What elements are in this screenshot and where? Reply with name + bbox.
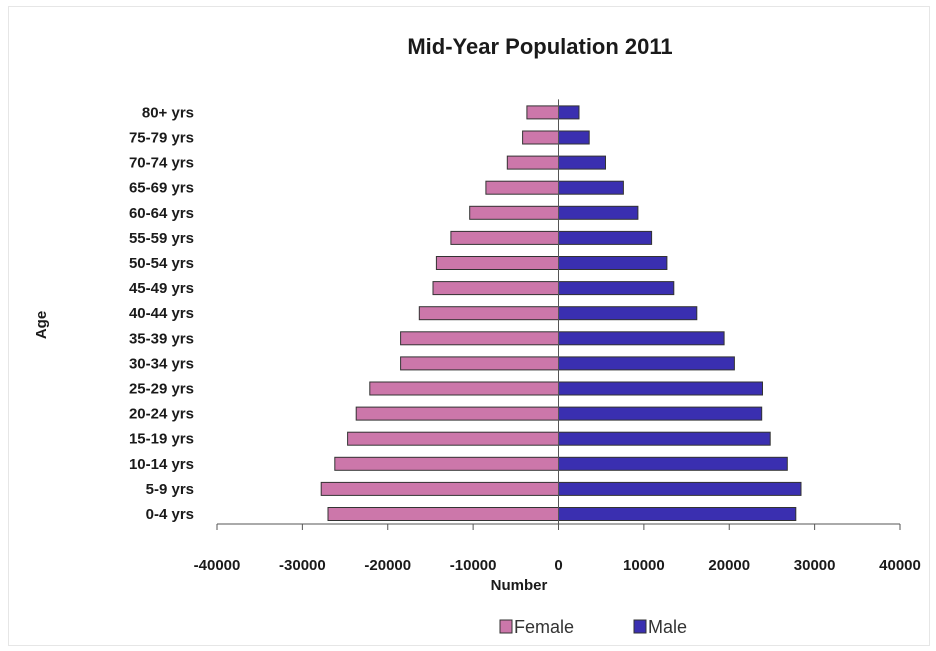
category-label: 50-54 yrs: [129, 255, 194, 272]
x-tick-label: 10000: [623, 557, 665, 574]
bar-male-10: [558, 256, 668, 270]
x-tick-label: -40000: [194, 557, 241, 574]
bar-male-7: [558, 331, 725, 346]
bar-female-8: [418, 306, 559, 321]
legend-label-male: Male: [648, 617, 687, 637]
legend: Female Male: [499, 617, 687, 637]
bar-male-2: [558, 456, 788, 471]
bar-female-15: [522, 130, 559, 145]
category-label: 20-24 yrs: [129, 406, 194, 423]
bar-male-11: [558, 230, 653, 245]
chart-frame: [8, 6, 930, 646]
bar-female-12: [469, 205, 560, 220]
bar-female-10: [435, 256, 559, 270]
category-label: 40-44 yrs: [129, 305, 194, 322]
bar-female-0: [327, 507, 559, 521]
bar-female-14: [506, 155, 559, 170]
category-label: 15-19 yrs: [129, 431, 194, 448]
bar-male-6: [558, 356, 735, 371]
bar-male-13: [558, 180, 624, 195]
bar-female-13: [485, 180, 559, 195]
x-axis: -40000 -30000 -20000 -10000 0 10000 20000 30000…: [194, 99, 921, 574]
category-label: 80+ yrs: [142, 104, 194, 121]
category-label: 30-34 yrs: [129, 355, 194, 372]
category-label: 55-59 yrs: [129, 230, 194, 247]
chart-title: Mid-Year Population 2011: [407, 34, 672, 59]
x-tick-label: -10000: [450, 557, 497, 574]
category-label: 45-49 yrs: [129, 280, 194, 297]
bar-male-4: [558, 406, 763, 421]
bar-female-7: [400, 331, 559, 346]
x-axis-label: Number: [491, 577, 548, 594]
bar-female-9: [432, 281, 559, 296]
legend-swatch-male: [633, 619, 647, 634]
bar-male-14: [558, 155, 606, 170]
x-tick-label: -30000: [279, 557, 326, 574]
bar-male-15: [558, 130, 590, 145]
x-tick-label: 20000: [708, 557, 750, 574]
bar-female-4: [355, 406, 560, 421]
bar-female-3: [347, 431, 559, 446]
bar-female-16: [526, 105, 560, 120]
category-label: 5-9 yrs: [146, 481, 194, 498]
category-label: 10-14 yrs: [129, 456, 194, 473]
bar-male-0: [558, 507, 797, 521]
category-label: 75-79 yrs: [129, 130, 194, 147]
category-label: 70-74 yrs: [129, 155, 194, 172]
bar-male-16: [558, 105, 580, 120]
bar-male-5: [558, 381, 763, 396]
bar-female-11: [450, 230, 559, 245]
legend-swatch-female: [499, 619, 513, 634]
category-labels: 0-4 yrs 5-9 yrs 10-14 yrs 15-19 yrs 20-24 yr…: [129, 104, 194, 523]
category-label: 60-64 yrs: [129, 205, 194, 222]
bar-female-6: [400, 356, 559, 371]
x-tick-label: 0: [554, 557, 562, 574]
bar-female-1: [320, 481, 560, 496]
bars-group: [320, 105, 802, 521]
legend-label-female: Female: [514, 617, 574, 637]
category-label: 65-69 yrs: [129, 180, 194, 197]
bar-female-5: [369, 381, 559, 396]
category-label: 25-29 yrs: [129, 381, 194, 398]
y-axis-label: Age: [33, 311, 50, 339]
x-tick-label: -20000: [364, 557, 411, 574]
bar-male-9: [558, 281, 675, 296]
x-tick-label: 30000: [794, 557, 836, 574]
bar-male-1: [558, 481, 802, 496]
x-tick-label: 40000: [879, 557, 921, 574]
bar-female-2: [334, 456, 559, 471]
category-label: 0-4 yrs: [146, 506, 194, 523]
category-label: 35-39 yrs: [129, 330, 194, 347]
bar-male-8: [558, 306, 698, 321]
bar-male-3: [558, 431, 771, 446]
bar-male-12: [558, 205, 639, 220]
